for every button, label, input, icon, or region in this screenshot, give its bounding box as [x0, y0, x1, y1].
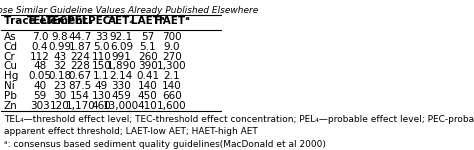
Text: 130: 130: [91, 91, 111, 101]
Text: 228: 228: [70, 61, 90, 71]
Text: 112: 112: [30, 51, 50, 61]
Text: 6.09: 6.09: [110, 42, 133, 52]
Text: 700: 700: [162, 32, 182, 42]
Text: 5.0: 5.0: [93, 42, 110, 52]
Text: 49: 49: [95, 81, 108, 91]
Text: 154: 154: [70, 91, 90, 101]
Text: 23: 23: [53, 81, 66, 91]
Text: 0.67: 0.67: [69, 71, 92, 81]
Text: LAETᵃ: LAETᵃ: [131, 16, 164, 26]
Text: 303: 303: [30, 101, 50, 111]
Text: 660: 660: [162, 91, 182, 101]
Text: 43: 43: [53, 51, 66, 61]
Text: 48: 48: [33, 61, 46, 71]
Text: 1,600: 1,600: [157, 101, 187, 111]
Text: Hg: Hg: [4, 71, 18, 81]
Text: Pb: Pb: [4, 91, 17, 101]
Text: 330: 330: [111, 81, 131, 91]
Text: 459: 459: [111, 91, 131, 101]
Text: 92.1: 92.1: [110, 32, 133, 42]
Text: HAETᵃ: HAETᵃ: [154, 16, 190, 26]
Text: 30: 30: [53, 91, 66, 101]
Text: 2.14: 2.14: [110, 71, 133, 81]
Text: 1,170: 1,170: [65, 101, 95, 111]
Text: 410: 410: [138, 101, 158, 111]
Text: 40: 40: [33, 81, 46, 91]
Text: 150: 150: [91, 61, 111, 71]
Text: 0.18: 0.18: [48, 71, 71, 81]
Text: Cr: Cr: [4, 51, 15, 61]
Text: Cd: Cd: [4, 42, 18, 52]
Text: PEL₄: PEL₄: [67, 16, 93, 26]
Text: 32: 32: [53, 61, 66, 71]
Text: TEL₄: TEL₄: [27, 16, 53, 26]
Text: 33: 33: [95, 32, 108, 42]
Text: 140: 140: [162, 81, 182, 91]
Text: 87.5: 87.5: [69, 81, 92, 91]
Text: 1,300: 1,300: [157, 61, 187, 71]
Text: ᵃ: consensus based sediment quality guidelines(MacDonald et al 2000): ᵃ: consensus based sediment quality guid…: [4, 140, 326, 149]
Text: 224: 224: [70, 51, 90, 61]
Text: 7.0: 7.0: [32, 32, 48, 42]
Text: 59: 59: [33, 91, 46, 101]
Text: AET₄: AET₄: [108, 16, 135, 26]
Text: 390: 390: [138, 61, 158, 71]
Text: 450: 450: [138, 91, 158, 101]
Text: PECᵃ: PECᵃ: [88, 16, 115, 26]
Text: 0.4: 0.4: [32, 42, 48, 52]
Text: 44.7: 44.7: [69, 32, 92, 42]
Text: apparent effect threshold; LAET-low AET; HAET-high AET: apparent effect threshold; LAET-low AET;…: [4, 127, 257, 136]
Text: 1,890: 1,890: [107, 61, 136, 71]
Text: 460: 460: [91, 101, 111, 111]
Text: Zn: Zn: [4, 101, 18, 111]
Text: 991: 991: [111, 51, 131, 61]
Text: 120: 120: [50, 101, 70, 111]
Text: 1.87: 1.87: [69, 42, 92, 52]
Text: 260: 260: [138, 51, 158, 61]
Text: Trace element: Trace element: [4, 16, 87, 26]
Text: As: As: [4, 32, 16, 42]
Text: 13,000: 13,000: [103, 101, 139, 111]
Text: 5.1: 5.1: [139, 42, 156, 52]
Text: 9.8: 9.8: [51, 32, 68, 42]
Text: 140: 140: [138, 81, 158, 91]
Text: Cu: Cu: [4, 61, 18, 71]
Text: 57: 57: [141, 32, 155, 42]
Text: 0.41: 0.41: [136, 71, 159, 81]
Text: 9.0: 9.0: [164, 42, 180, 52]
Text: 0.05: 0.05: [28, 71, 51, 81]
Text: 1.1: 1.1: [93, 71, 110, 81]
Text: 110: 110: [91, 51, 111, 61]
Text: TECᵃ: TECᵃ: [46, 16, 73, 26]
Text: with Those Similar Guideline Values Already Published Elsewhere: with Those Similar Guideline Values Alre…: [0, 6, 259, 15]
Text: 270: 270: [162, 51, 182, 61]
Text: TEL₄—threshold effect level; TEC-threshold effect concentration; PEL₄—probable e: TEL₄—threshold effect level; TEC-thresho…: [4, 115, 474, 124]
Text: 2.1: 2.1: [164, 71, 180, 81]
Text: 0.99: 0.99: [48, 42, 71, 52]
Text: Ni: Ni: [4, 81, 14, 91]
